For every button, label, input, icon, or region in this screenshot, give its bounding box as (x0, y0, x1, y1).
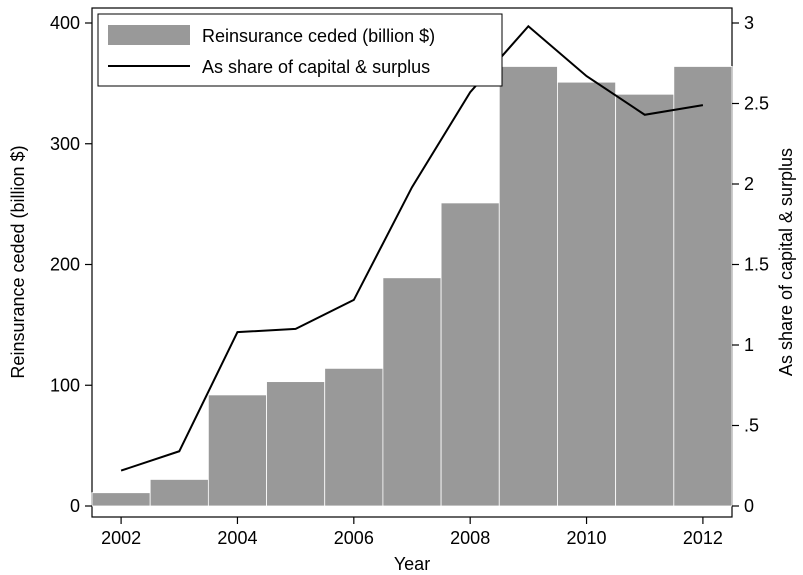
y-right-tick-label-1.5: 1.5 (744, 255, 769, 275)
y-left-tick-label-300: 300 (50, 134, 80, 154)
bar-2008 (440, 202, 500, 507)
axes-layer: 2002 2004 2006 2008 2010 2012 0 100 200 300 400 0 .5… (50, 13, 769, 548)
x-axis-label: Year (394, 554, 430, 574)
x-tick-label-2002: 2002 (101, 528, 141, 548)
y-axis-left-label: Reinsurance ceded (billion $) (8, 145, 28, 378)
legend: Reinsurance ceded (billion $) As share o… (97, 13, 503, 87)
legend-line-label: As share of capital & surplus (202, 57, 430, 77)
bar-2007 (382, 277, 442, 507)
bar-2004 (207, 394, 267, 507)
x-tick-label-2006: 2006 (334, 528, 374, 548)
y-axis-right-label: As share of capital & surplus (776, 148, 796, 376)
y-left-tick-label-100: 100 (50, 375, 80, 395)
x-tick-label-2010: 2010 (567, 528, 607, 548)
bar-2009 (498, 66, 558, 507)
x-tick-label-2008: 2008 (450, 528, 490, 548)
bar-2003 (149, 479, 209, 507)
share-line (120, 24, 704, 472)
y-right-tick-label-1: 1 (744, 335, 754, 355)
y-right-tick-label-3: 3 (744, 13, 754, 33)
y-left-tick-label-400: 400 (50, 13, 80, 33)
y-right-tick-label-0: 0 (744, 496, 754, 516)
y-left-tick-label-0: 0 (70, 496, 80, 516)
legend-bar-swatch (108, 25, 190, 45)
bar-2010 (557, 81, 617, 507)
y-right-tick-label-2.5: 2.5 (744, 94, 769, 114)
x-tick-label-2004: 2004 (217, 528, 257, 548)
bar-2006 (324, 367, 384, 507)
legend-bar-label: Reinsurance ceded (billion $) (202, 26, 435, 46)
bar-2005 (266, 381, 326, 507)
bar-2012 (673, 66, 733, 507)
y-right-tick-label-.5: .5 (744, 416, 759, 436)
bar-2011 (615, 93, 675, 507)
line-layer (120, 24, 704, 472)
bars-layer (91, 66, 733, 507)
x-tick-label-2012: 2012 (683, 528, 723, 548)
bar-2002 (91, 492, 151, 507)
y-left-tick-label-200: 200 (50, 255, 80, 275)
y-right-tick-label-2: 2 (744, 174, 754, 194)
